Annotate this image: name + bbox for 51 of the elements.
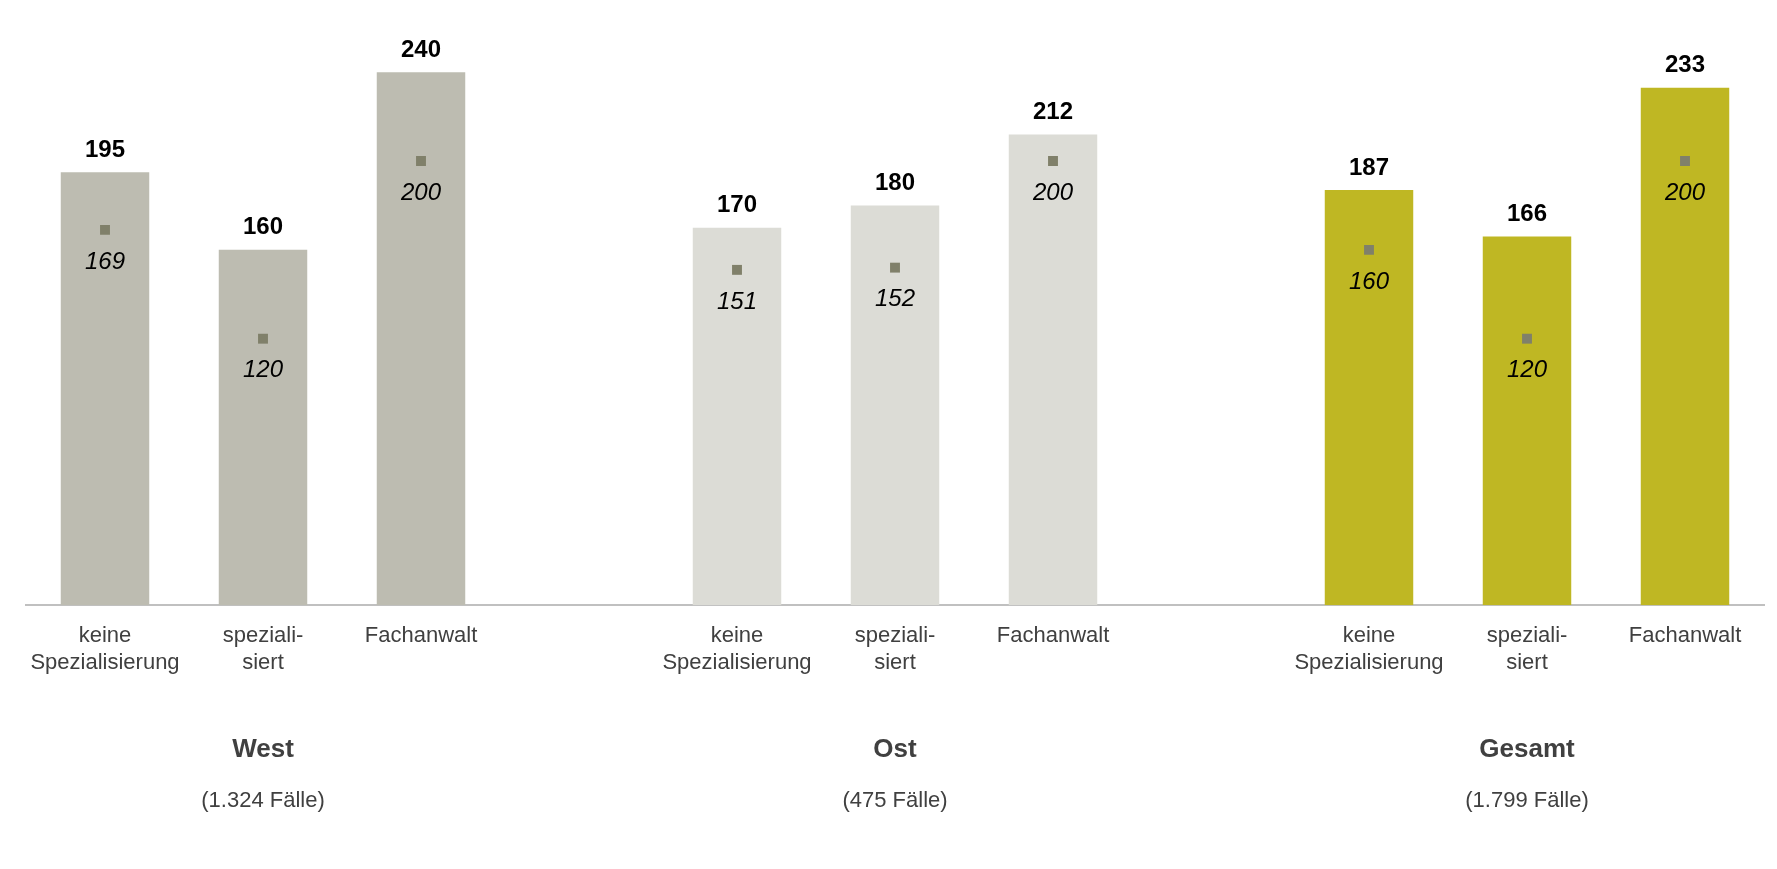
x-tick-label: speziali- siert [222, 622, 304, 674]
data-label: 160 [1348, 266, 1390, 294]
data-label: 170 [716, 190, 758, 218]
bar [376, 72, 466, 606]
x-tick-label: keine Spezialisierung [30, 622, 180, 674]
point [1680, 156, 1690, 166]
data-label: 166 [1506, 199, 1548, 227]
bar [218, 249, 308, 606]
text: Ost [873, 733, 918, 764]
bar [1482, 236, 1572, 606]
data-label: 160 [242, 212, 284, 240]
data-label: 169 [84, 246, 126, 274]
text: (1.324 Fälle) [201, 787, 325, 813]
data-label: 233 [1664, 50, 1706, 78]
bar [60, 172, 150, 606]
data-label: 200 [399, 177, 442, 205]
data-label: 212 [1032, 97, 1074, 125]
data-label: 180 [874, 168, 916, 196]
data-label: 151 [716, 286, 758, 314]
x-tick-label: speziali- siert [854, 622, 936, 674]
point [416, 156, 426, 166]
text: Gesamt [1479, 733, 1576, 764]
data-label: 200 [1663, 177, 1706, 205]
x-tick-label: speziali- siert [1486, 622, 1568, 674]
bar [1324, 189, 1414, 606]
text: (475 Fälle) [842, 787, 948, 813]
data-label: 195 [84, 134, 126, 162]
point [1522, 333, 1532, 344]
x-tick-label: Fachanwalt [364, 622, 478, 648]
text: West [232, 733, 295, 764]
text: (1.799 Fälle) [1465, 787, 1589, 813]
bar [850, 205, 940, 606]
x-tick-label: Fachanwalt [1628, 622, 1742, 648]
data-label: 187 [1348, 152, 1390, 180]
point [258, 333, 268, 344]
x-tick-label: keine Spezialisierung [1294, 622, 1444, 674]
data-label: 152 [874, 284, 916, 312]
x-tick-label: Fachanwalt [996, 622, 1110, 648]
data-label: 120 [1506, 355, 1548, 383]
bar [1640, 87, 1730, 606]
point [100, 224, 110, 235]
point [1364, 244, 1374, 255]
bar [1008, 134, 1098, 606]
data-label: 240 [400, 34, 442, 62]
x-tick-label: keine Spezialisierung [662, 622, 812, 674]
bar [692, 227, 782, 606]
data-label: 120 [242, 355, 284, 383]
point [890, 262, 900, 273]
data-label: 200 [1031, 177, 1074, 205]
point [1048, 156, 1058, 166]
point [732, 264, 742, 275]
